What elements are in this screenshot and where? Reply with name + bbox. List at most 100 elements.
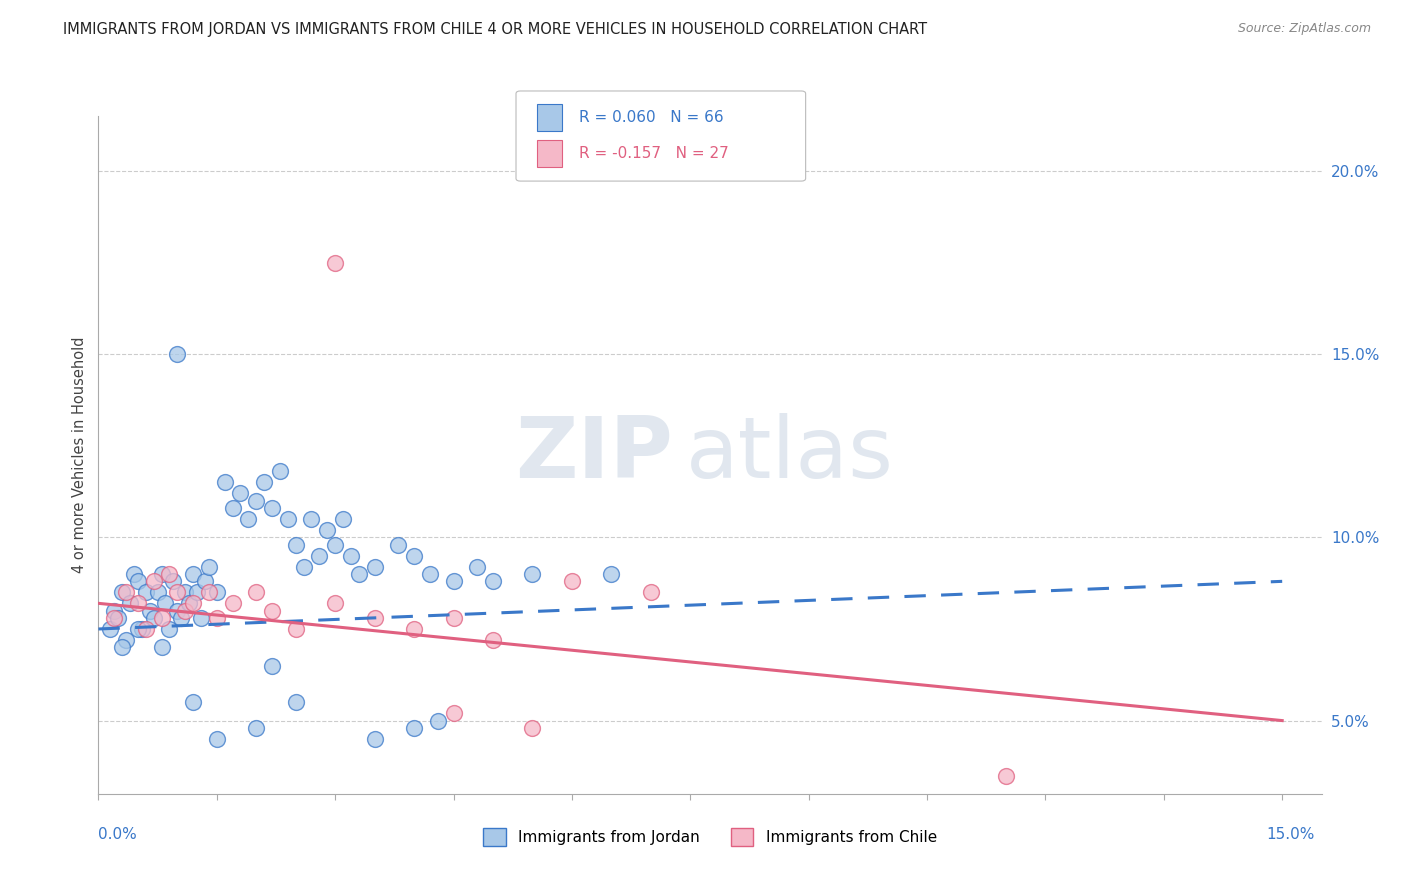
- Point: [186, 585, 208, 599]
- Point: [107, 611, 129, 625]
- Point: [522, 567, 544, 582]
- Point: [426, 714, 449, 728]
- Point: [205, 731, 228, 746]
- Point: [98, 622, 121, 636]
- Point: [162, 574, 184, 589]
- Point: [316, 523, 339, 537]
- Point: [214, 475, 236, 490]
- Point: [323, 255, 346, 269]
- Point: [170, 611, 193, 625]
- Point: [443, 706, 465, 721]
- Point: [150, 611, 173, 625]
- Point: [284, 538, 307, 552]
- Point: [146, 585, 169, 599]
- Point: [323, 538, 346, 552]
- Point: [103, 604, 125, 618]
- Point: [340, 549, 363, 563]
- Point: [150, 640, 173, 655]
- Text: ZIP: ZIP: [516, 413, 673, 497]
- Point: [179, 596, 201, 610]
- Point: [332, 512, 354, 526]
- Point: [205, 585, 228, 599]
- Point: [198, 559, 221, 574]
- Text: R = 0.060   N = 66: R = 0.060 N = 66: [579, 110, 724, 125]
- Text: atlas: atlas: [686, 413, 894, 497]
- Point: [138, 604, 160, 618]
- Point: [142, 574, 165, 589]
- Text: 15.0%: 15.0%: [1267, 827, 1315, 841]
- Point: [269, 464, 291, 478]
- Point: [122, 567, 145, 582]
- Point: [198, 585, 221, 599]
- Point: [221, 596, 243, 610]
- Point: [115, 632, 138, 647]
- Text: 0.0%: 0.0%: [98, 827, 138, 841]
- Point: [174, 604, 197, 618]
- Point: [166, 347, 188, 361]
- Point: [127, 574, 149, 589]
- Point: [292, 559, 315, 574]
- Point: [465, 559, 488, 574]
- Point: [404, 622, 426, 636]
- Point: [131, 622, 153, 636]
- Point: [347, 567, 370, 582]
- Point: [221, 501, 243, 516]
- Point: [284, 695, 307, 709]
- Point: [404, 549, 426, 563]
- Point: [118, 596, 141, 610]
- Point: [482, 632, 505, 647]
- Point: [600, 567, 623, 582]
- Point: [308, 549, 330, 563]
- Point: [284, 622, 307, 636]
- Point: [166, 604, 188, 618]
- Point: [245, 585, 267, 599]
- Text: IMMIGRANTS FROM JORDAN VS IMMIGRANTS FROM CHILE 4 OR MORE VEHICLES IN HOUSEHOLD : IMMIGRANTS FROM JORDAN VS IMMIGRANTS FRO…: [63, 22, 928, 37]
- Point: [181, 596, 204, 610]
- Point: [277, 512, 299, 526]
- Point: [245, 493, 267, 508]
- Point: [229, 486, 252, 500]
- Text: R = -0.157   N = 27: R = -0.157 N = 27: [579, 145, 730, 161]
- Point: [260, 604, 283, 618]
- Point: [103, 611, 125, 625]
- Point: [301, 512, 323, 526]
- Point: [522, 721, 544, 735]
- Point: [111, 640, 134, 655]
- Point: [323, 596, 346, 610]
- Point: [135, 585, 157, 599]
- Point: [245, 721, 267, 735]
- Point: [363, 731, 385, 746]
- Point: [994, 768, 1017, 782]
- Point: [166, 585, 188, 599]
- Y-axis label: 4 or more Vehicles in Household: 4 or more Vehicles in Household: [72, 336, 87, 574]
- Point: [482, 574, 505, 589]
- Point: [174, 585, 197, 599]
- Point: [190, 611, 212, 625]
- Point: [363, 611, 385, 625]
- Point: [111, 585, 134, 599]
- Point: [159, 622, 181, 636]
- Point: [159, 567, 181, 582]
- Point: [260, 658, 283, 673]
- Point: [404, 721, 426, 735]
- Text: Source: ZipAtlas.com: Source: ZipAtlas.com: [1237, 22, 1371, 36]
- Point: [419, 567, 441, 582]
- Point: [127, 596, 149, 610]
- Point: [181, 567, 204, 582]
- Point: [238, 512, 260, 526]
- Point: [640, 585, 662, 599]
- Point: [253, 475, 276, 490]
- Point: [363, 559, 385, 574]
- Point: [443, 611, 465, 625]
- Point: [387, 538, 409, 552]
- Point: [194, 574, 217, 589]
- Point: [142, 611, 165, 625]
- Point: [155, 596, 177, 610]
- Point: [205, 611, 228, 625]
- Point: [127, 622, 149, 636]
- Point: [443, 574, 465, 589]
- Point: [115, 585, 138, 599]
- Legend: Immigrants from Jordan, Immigrants from Chile: Immigrants from Jordan, Immigrants from …: [475, 820, 945, 854]
- Point: [181, 695, 204, 709]
- Point: [150, 567, 173, 582]
